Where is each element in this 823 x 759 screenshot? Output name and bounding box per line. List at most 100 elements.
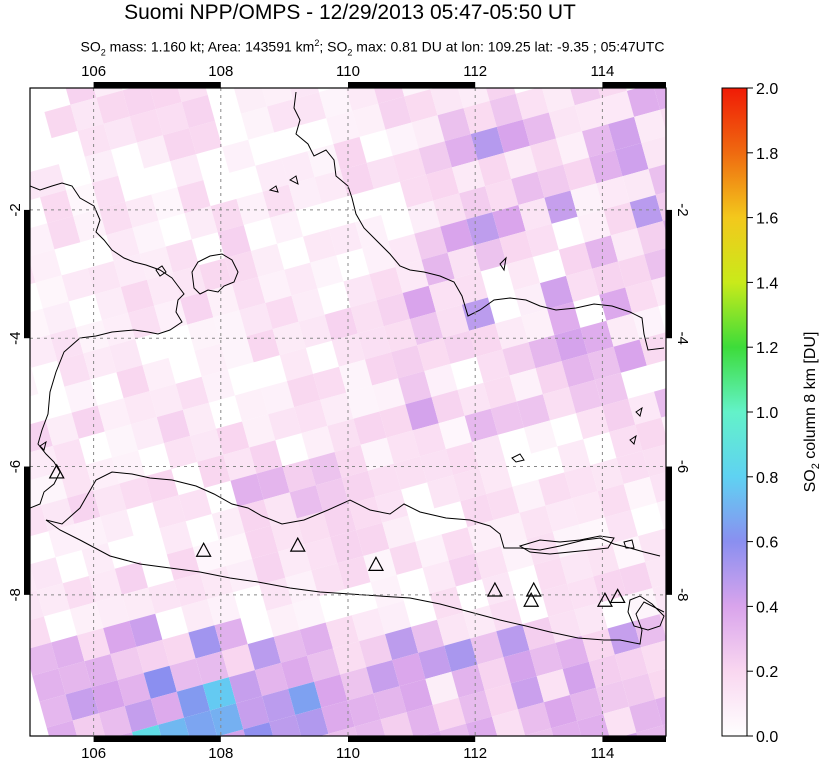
so2-pixel	[175, 376, 209, 410]
so2-pixel	[431, 389, 465, 424]
so2-pixel	[32, 164, 66, 198]
so2-pixel	[592, 261, 626, 295]
colorbar-tick-label: 2.0	[756, 81, 778, 98]
so2-pixel	[622, 169, 656, 203]
so2-pixel	[486, 88, 516, 101]
so2-pixel	[122, 88, 156, 117]
so2-pixel	[593, 569, 627, 603]
so2-pixel	[675, 155, 708, 188]
so2-pixel	[626, 588, 660, 622]
so2-pixel	[655, 192, 666, 221]
so2-pixel	[346, 385, 380, 419]
so2-pixel	[474, 546, 508, 580]
so2-pixel	[438, 415, 472, 450]
so2-pixel	[578, 517, 612, 551]
so2-pixel	[292, 596, 326, 630]
lon-tick-label: 106	[81, 63, 106, 80]
so2-pixel	[270, 518, 305, 552]
so2-pixel	[517, 702, 552, 736]
so2-pixel	[303, 229, 337, 263]
so2-pixel	[577, 713, 610, 736]
so2-pixel	[596, 680, 630, 714]
so2-max-subscript: 2	[347, 47, 353, 58]
so2-pixel	[399, 679, 433, 713]
so2-pixel	[580, 320, 614, 354]
so2-pixel	[228, 670, 263, 704]
so2-pixel	[30, 642, 59, 676]
so2-pixel	[164, 435, 198, 470]
volcano-triangle-icon	[596, 592, 613, 607]
so2-pixel	[301, 425, 335, 460]
so2-max-prefix: ; SO	[319, 38, 348, 55]
so2-pixel	[142, 357, 176, 392]
so2-pixel	[674, 659, 707, 692]
so2-pixel	[479, 460, 513, 494]
so2-pixel	[184, 710, 218, 736]
so2-pixel	[30, 505, 49, 537]
so2-pixel	[177, 180, 211, 214]
so2-pixel	[558, 747, 591, 759]
so2-pixel	[218, 532, 253, 566]
frame-bar-segment	[602, 736, 666, 742]
so2-pixel	[216, 421, 250, 455]
so2-pixel	[385, 626, 419, 661]
frame-bar-segment	[348, 736, 476, 742]
borneo-coastline	[293, 91, 665, 351]
so2-pixel	[352, 103, 386, 137]
so2-pixel	[558, 242, 592, 276]
so2-pixel	[30, 171, 40, 201]
so2-pixel	[91, 680, 125, 714]
lon-tick-label: 108	[208, 745, 233, 759]
so2-pixel	[236, 696, 270, 730]
so2-pixel	[564, 465, 598, 499]
so2-pixel	[503, 650, 537, 684]
so2-pixel	[415, 534, 449, 568]
so2-pixel	[587, 346, 621, 380]
so2-pixel	[464, 408, 498, 442]
so2-pixel	[181, 94, 215, 129]
so2-pixel	[418, 141, 452, 175]
so2-pixel	[509, 368, 543, 402]
so2-pixel	[256, 466, 290, 500]
so2-pixel	[96, 594, 130, 629]
so2-pixel	[343, 274, 377, 308]
so2-pixel	[347, 693, 381, 727]
so2-pixel	[62, 576, 96, 610]
so2-pixel	[109, 339, 143, 373]
so2-pixel	[77, 123, 111, 157]
frame-bar-segment	[93, 82, 221, 88]
so2-pixel	[230, 473, 264, 507]
so2-pixel	[425, 167, 460, 201]
so2-pixel	[680, 377, 713, 410]
so2-pixel	[633, 614, 666, 648]
colorbar-tick-label: 0.0	[756, 729, 778, 746]
so2-pixel	[417, 337, 451, 372]
so2-pixel	[652, 584, 666, 615]
volcano-triangle-icon	[289, 536, 306, 552]
so2-pixel	[662, 724, 666, 736]
so2-pixel	[70, 97, 104, 131]
so2-pixel	[129, 613, 163, 647]
so2-pixel	[537, 164, 571, 198]
so2-pixel	[567, 576, 601, 610]
so2-pixel	[654, 88, 666, 110]
so2-pixel	[366, 660, 400, 694]
so2-pixel	[202, 677, 237, 711]
so2-pixel	[143, 665, 177, 699]
so2-pixel	[220, 336, 254, 370]
so2-pixel	[40, 190, 74, 224]
so2-pixel	[671, 548, 704, 581]
so2-pixel	[690, 515, 723, 548]
so2-pixel	[523, 420, 558, 454]
so2-pixel	[594, 372, 628, 406]
colorbar-tick-label: 1.2	[756, 340, 778, 357]
so2-pixel	[460, 494, 494, 528]
so2-pixel	[435, 304, 470, 338]
frame-bar-segment	[666, 466, 672, 595]
so2-pixel	[606, 313, 640, 347]
so2-pixel	[548, 105, 582, 139]
karimunjawa-island	[511, 453, 525, 463]
so2-pixel	[118, 732, 134, 736]
so2-pixel	[30, 223, 55, 257]
